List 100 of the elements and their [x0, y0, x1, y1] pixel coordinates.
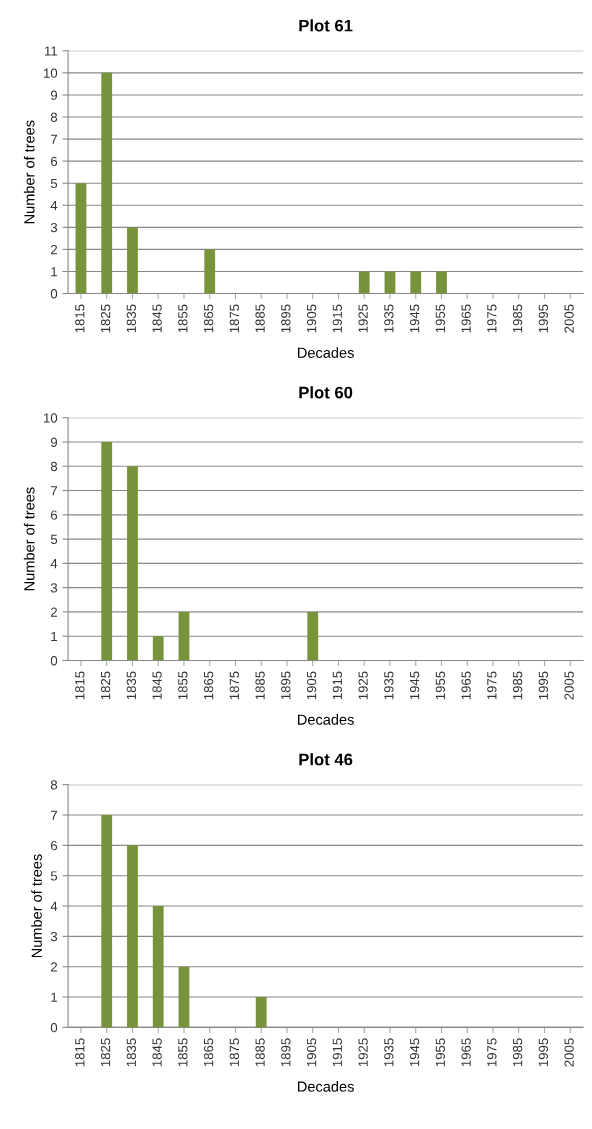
x-tick-label: 1895 [281, 671, 291, 700]
y-tick-label: 6 [51, 156, 58, 167]
x-tick-label: 1995 [538, 671, 549, 700]
y-tick-label: 5 [50, 871, 58, 881]
bar [178, 611, 190, 661]
x-tick-label: 1915 [332, 671, 343, 700]
y-tick-label: 7 [51, 134, 57, 144]
y-axis-title: Number of trees [23, 120, 35, 224]
x-tick-label: 1985 [512, 1038, 523, 1067]
x-tick-label: 1985 [512, 304, 523, 333]
y-tick-label: 5 [50, 178, 58, 189]
x-tick-label: 1945 [409, 671, 420, 700]
x-tick-label: 1855 [178, 1038, 188, 1067]
y-tick-label: 0 [50, 656, 58, 666]
x-tick-label: 1835 [126, 304, 136, 333]
x-tick-label: 1945 [409, 304, 420, 333]
x-tick-label: 1865 [203, 304, 214, 333]
x-tick-label: 1815 [75, 304, 85, 333]
chart-title: Plot 60 [299, 386, 353, 399]
bar [152, 636, 164, 661]
y-tick-label: 1 [51, 267, 58, 277]
x-tick-label: 1965 [461, 304, 471, 333]
y-tick-label: 10 [43, 68, 58, 78]
y-tick-label: 9 [50, 90, 58, 100]
x-tick-label: 1885 [255, 1038, 265, 1067]
y-tick-label: 0 [50, 1022, 58, 1033]
x-tick-label: 1875 [229, 304, 240, 333]
x-tick-label: 1875 [229, 671, 240, 700]
x-tick-label: 1965 [461, 671, 471, 700]
chart-title: Plot 61 [299, 19, 353, 32]
x-axis-title: Decades [298, 714, 354, 725]
x-tick-label: 1975 [487, 1038, 497, 1067]
x-tick-label: 1935 [384, 304, 394, 333]
bar [101, 815, 113, 1028]
x-tick-label: 1905 [306, 1038, 317, 1067]
y-tick-label: 3 [50, 222, 58, 233]
x-tick-label: 1915 [332, 304, 343, 333]
x-tick-label: 2005 [564, 304, 574, 333]
x-tick-label: 1815 [75, 1038, 85, 1067]
bar [410, 271, 422, 294]
y-tick-label: 8 [50, 112, 58, 122]
bar [204, 249, 216, 294]
x-tick-label: 1955 [435, 304, 446, 333]
y-tick-label: 7 [51, 810, 57, 820]
x-tick-label: 1905 [306, 671, 317, 700]
x-tick-label: 1915 [332, 1038, 343, 1067]
y-axis-title: Number of trees [23, 487, 35, 591]
x-tick-label: 1895 [281, 1038, 291, 1067]
bar [358, 271, 370, 294]
y-tick-label: 8 [50, 780, 58, 790]
x-tick-label: 1825 [100, 304, 111, 333]
bar [436, 271, 447, 294]
x-axis-title: Decades [298, 347, 354, 358]
y-tick-label: 1 [51, 992, 58, 1002]
y-tick-label: 4 [50, 559, 58, 569]
x-tick-label: 1845 [152, 304, 162, 333]
x-tick-label: 1835 [126, 671, 136, 700]
x-tick-label: 1825 [100, 1038, 111, 1067]
x-tick-label: 1925 [358, 1038, 368, 1067]
y-tick-label: 4 [50, 200, 58, 211]
x-tick-label: 1855 [178, 671, 188, 700]
x-tick-label: 1995 [538, 1038, 549, 1067]
bar [101, 72, 113, 294]
x-tick-label: 1895 [281, 304, 291, 333]
x-tick-label: 1935 [384, 671, 394, 700]
x-tick-label: 1955 [435, 671, 446, 700]
x-tick-label: 1825 [100, 671, 111, 700]
x-tick-label: 1885 [255, 671, 265, 700]
bar [255, 997, 267, 1028]
y-tick-label: 4 [50, 901, 58, 911]
bar [127, 227, 138, 294]
bar [127, 845, 138, 1028]
x-tick-label: 1925 [358, 304, 368, 333]
bar [178, 966, 190, 1028]
y-tick-label: 7 [51, 486, 57, 496]
y-tick-label: 11 [44, 46, 58, 56]
bar [101, 442, 113, 661]
x-tick-label: 1875 [229, 1038, 240, 1067]
bar [127, 466, 138, 661]
y-tick-label: 2 [50, 607, 57, 617]
x-tick-label: 1865 [203, 671, 214, 700]
x-tick-label: 1935 [384, 1038, 394, 1067]
x-tick-label: 2005 [564, 671, 574, 700]
x-tick-label: 1925 [358, 671, 368, 700]
x-tick-label: 1905 [306, 304, 317, 333]
x-tick-label: 1845 [152, 1038, 162, 1067]
x-tick-label: 1855 [178, 304, 188, 333]
bar [307, 611, 319, 661]
y-tick-label: 5 [50, 534, 58, 545]
x-tick-label: 1955 [435, 1038, 446, 1067]
x-tick-label: 1835 [126, 1038, 136, 1067]
x-tick-label: 2005 [564, 1038, 574, 1067]
y-tick-label: 6 [51, 840, 58, 851]
x-tick-label: 1965 [461, 1038, 471, 1067]
bar [75, 183, 87, 294]
y-tick-label: 2 [50, 962, 57, 972]
y-tick-label: 8 [50, 461, 58, 472]
x-tick-label: 1815 [75, 671, 85, 700]
x-tick-label: 1845 [152, 671, 162, 700]
y-axis-title: Number of trees [31, 854, 42, 958]
